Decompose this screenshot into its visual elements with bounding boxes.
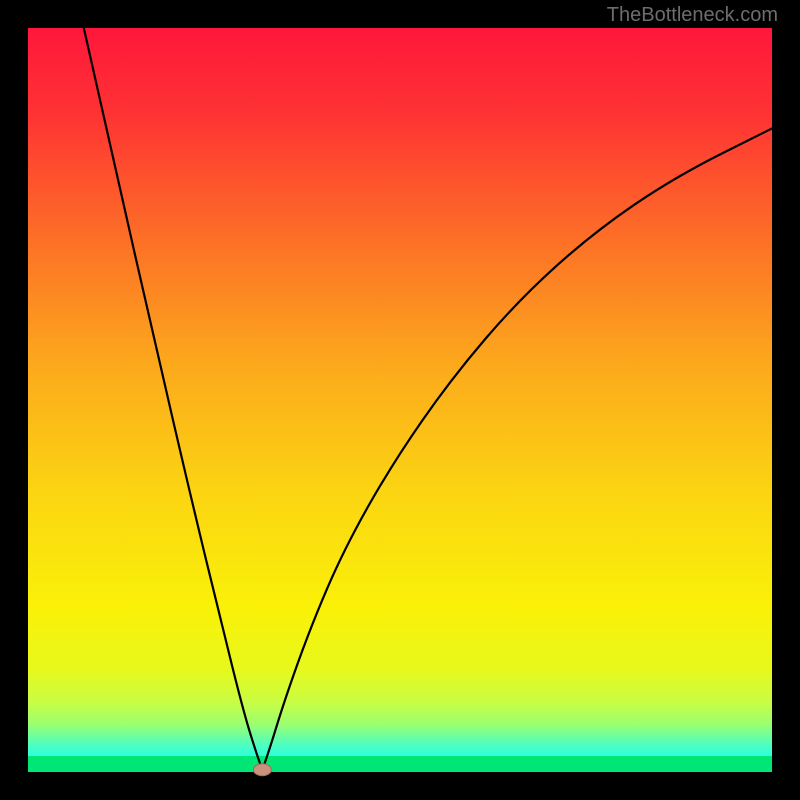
optimal-marker	[253, 764, 271, 776]
plot-background	[28, 28, 772, 772]
watermark-text: TheBottleneck.com	[607, 4, 778, 27]
chart-container: TheBottleneck.com	[0, 0, 800, 800]
bottleneck-chart	[0, 0, 800, 800]
optimal-band	[28, 756, 772, 772]
